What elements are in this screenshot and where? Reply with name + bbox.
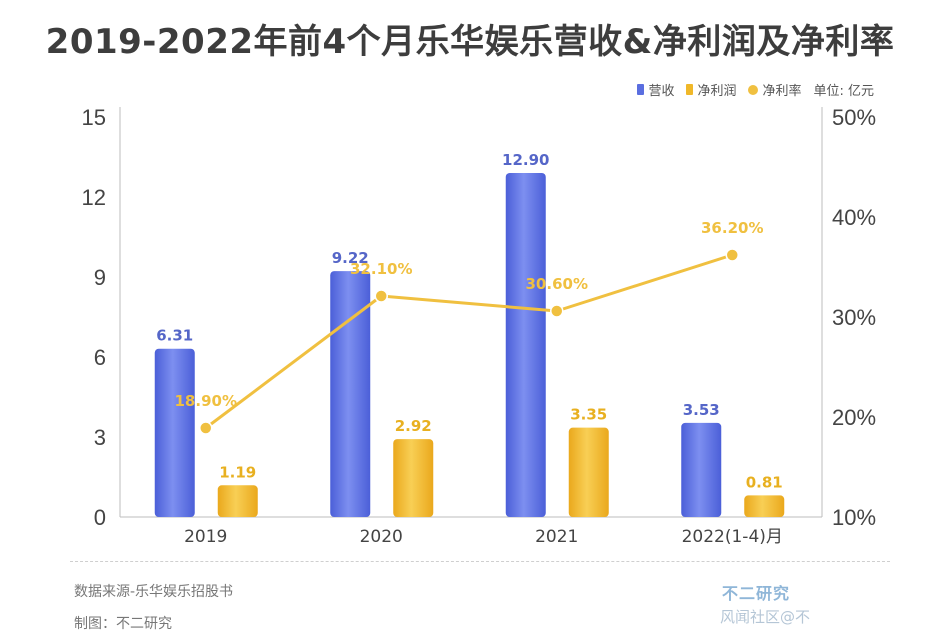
bar-label-net-profit: 0.81 xyxy=(746,473,783,491)
x-tick-label: 2022(1-4)月 xyxy=(682,527,783,547)
point-net-margin xyxy=(725,248,739,262)
bar-revenue xyxy=(681,422,722,517)
point-net-margin xyxy=(374,289,388,303)
point-label-net-margin: 36.20% xyxy=(701,219,763,237)
bar-label-net-profit: 2.92 xyxy=(395,417,432,435)
legend-label-net-margin: 净利率 xyxy=(762,84,802,99)
y-right-tick-label: 40% xyxy=(832,205,876,230)
y-right-tick-label: 30% xyxy=(832,305,876,330)
legend-label-revenue: 营收 xyxy=(648,84,675,99)
y-left-tick-label: 15 xyxy=(82,105,106,130)
brand-logo-text: 不二研究 xyxy=(722,584,791,603)
y-left-tick-label: 0 xyxy=(94,505,106,530)
bar-label-net-profit: 1.19 xyxy=(219,463,256,481)
watermark-text: 风闻社区@不 xyxy=(720,608,811,626)
bar-revenue xyxy=(330,271,371,517)
y-left-tick-label: 12 xyxy=(82,185,106,210)
footer-divider xyxy=(70,561,890,562)
y-left-tick-label: 3 xyxy=(94,425,106,450)
point-label-net-margin: 30.60% xyxy=(526,275,588,293)
legend-item-net-profit: 净利润 xyxy=(686,80,736,99)
x-tick-label: 2021 xyxy=(535,527,578,547)
bar-label-revenue: 12.90 xyxy=(502,151,549,169)
y-right-tick-label: 50% xyxy=(832,105,876,130)
bar-net-profit xyxy=(744,495,785,517)
y-left-tick-label: 9 xyxy=(94,265,106,290)
legend-item-revenue: 营收 xyxy=(637,80,674,99)
bar-label-revenue: 3.53 xyxy=(683,401,720,419)
source-note: 数据来源-乐华娱乐招股书 xyxy=(74,584,234,600)
y-right-tick-label: 20% xyxy=(832,405,876,430)
legend-swatch-net-profit xyxy=(686,84,694,95)
legend-label-net-profit: 净利润 xyxy=(697,84,737,99)
unit-label: 单位: 亿元 xyxy=(813,84,874,99)
bar-net-profit xyxy=(568,427,609,517)
point-net-margin xyxy=(550,304,564,318)
x-tick-label: 2020 xyxy=(360,527,403,547)
legend: 营收 净利润 净利率 单位: 亿元 xyxy=(637,80,874,99)
bar-revenue xyxy=(505,173,546,517)
bar-revenue xyxy=(154,348,195,517)
legend-swatch-revenue xyxy=(637,84,645,95)
bar-label-revenue: 9.22 xyxy=(332,249,369,267)
y-left-tick-label: 6 xyxy=(94,345,106,370)
legend-item-net-margin: 净利率 xyxy=(748,80,801,99)
point-label-net-margin: 18.90% xyxy=(175,392,237,410)
y-right-tick-label: 10% xyxy=(832,505,876,530)
bar-net-profit xyxy=(217,485,258,517)
bar-net-profit xyxy=(393,439,434,517)
chart-title: 2019-2022年前4个月乐华娱乐营收&净利润及净利率 xyxy=(45,22,895,62)
line-net-margin xyxy=(204,253,733,430)
point-net-margin xyxy=(199,421,213,435)
bar-label-net-profit: 3.35 xyxy=(570,406,607,424)
x-tick-label: 2019 xyxy=(184,527,227,547)
credit-note: 制图：不二研究 xyxy=(74,616,172,632)
legend-swatch-net-margin xyxy=(748,84,759,95)
bar-label-revenue: 6.31 xyxy=(156,327,193,345)
point-label-net-margin: 32.10% xyxy=(350,260,412,278)
